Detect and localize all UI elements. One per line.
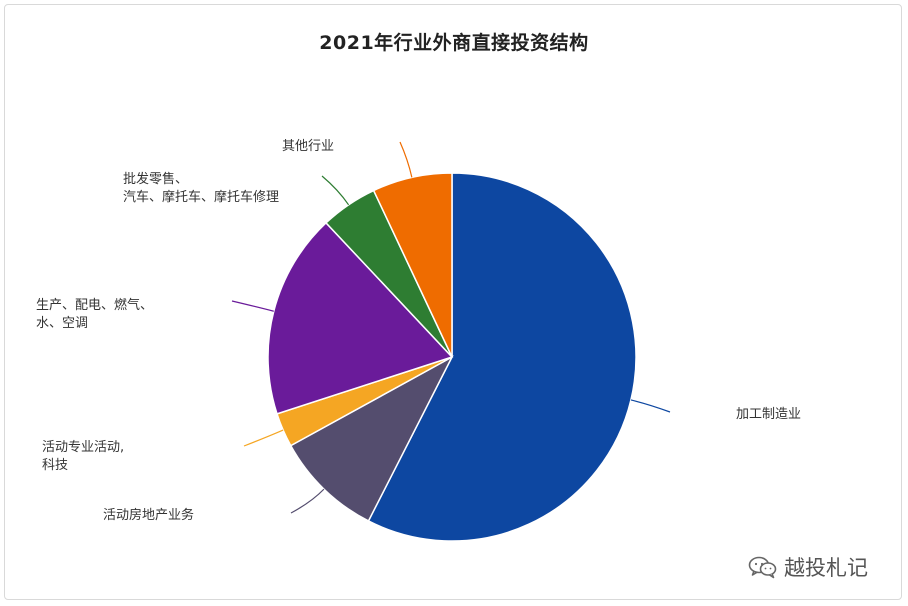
watermark: 越投札记	[748, 552, 868, 582]
leader-line	[399, 141, 413, 178]
slice-label: 加工制造业	[736, 407, 802, 422]
pie-slice	[267, 221, 454, 415]
slice-label: 活动专业活动, 科技	[42, 440, 125, 473]
leader-line	[290, 488, 325, 514]
leader-line	[321, 175, 350, 206]
pie-slice	[289, 355, 454, 522]
leader-line	[243, 429, 284, 447]
leader-line	[630, 399, 671, 413]
slice-label: 活动房地产业务	[103, 508, 195, 523]
slice-label: 其他行业	[282, 139, 335, 154]
watermark-text: 越投札记	[784, 556, 868, 580]
pie-slice	[367, 172, 637, 542]
slice-label: 生产、配电、燃气、 水、空调	[36, 298, 154, 331]
slice-label: 批发零售、 汽车、摩托车、摩托车修理	[123, 172, 280, 205]
leader-line	[231, 300, 274, 312]
chart-title: 2021年行业外商直接投资结构	[319, 32, 589, 54]
pie-slice	[372, 172, 453, 358]
wechat-icon	[748, 556, 777, 579]
